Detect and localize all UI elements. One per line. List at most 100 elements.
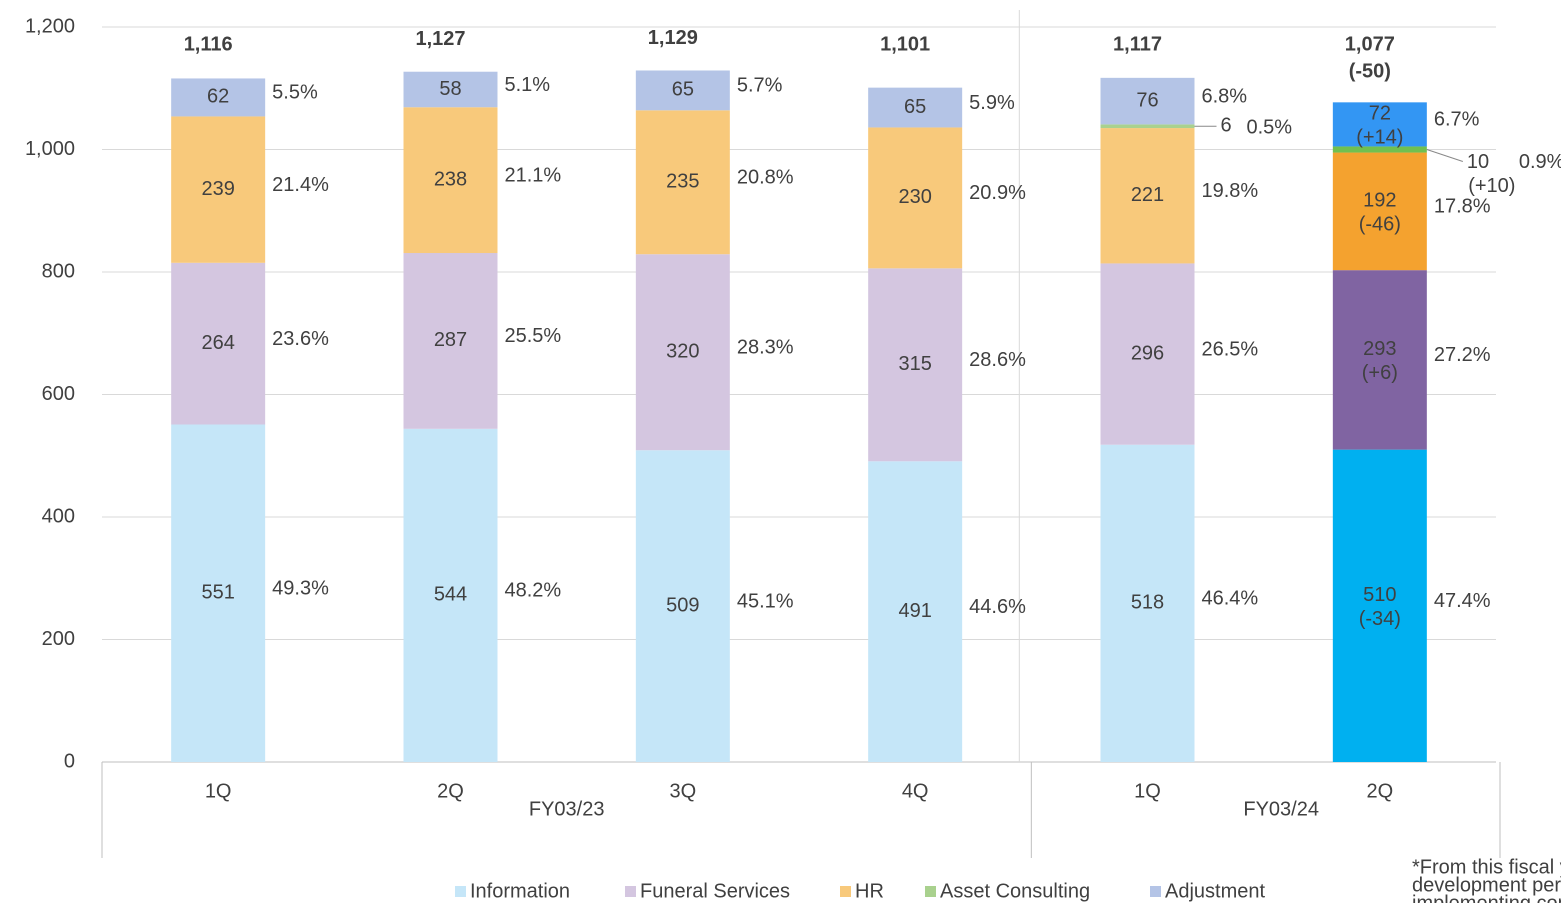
bar-segment [1332, 449, 1427, 762]
share-label: 19.8% [1202, 180, 1259, 202]
bar-segment [1100, 124, 1195, 129]
value-label: 509 [666, 594, 699, 616]
share-label: 5.1% [505, 74, 551, 96]
total-label: 1,077 [1345, 33, 1395, 55]
share-label: 5.5% [272, 82, 318, 104]
bar-segment [1332, 102, 1427, 147]
value-label: 264 [201, 332, 234, 354]
legend-label: Asset Consulting [940, 880, 1090, 902]
value-label: 296 [1131, 342, 1164, 364]
share-label: 26.5% [1202, 338, 1259, 360]
footnote: *From this fiscal year, [1412, 856, 1561, 878]
y-tick-label: 1,000 [25, 138, 75, 160]
leader-line [1426, 149, 1463, 162]
share-label: 5.9% [969, 92, 1015, 114]
legend-label: HR [855, 880, 884, 902]
share-label: 47.4% [1434, 590, 1491, 612]
y-tick-label: 1,200 [25, 15, 75, 37]
share-label: 25.5% [505, 325, 562, 347]
bar-segment [1332, 270, 1427, 450]
bar-segment [403, 428, 498, 762]
legend-label: Adjustment [1165, 880, 1265, 902]
bar-segment [868, 461, 963, 762]
share-label: 45.1% [737, 590, 794, 612]
bar-segment [403, 253, 498, 429]
bar-segment [635, 110, 730, 255]
y-tick-label: 200 [42, 628, 75, 650]
share-label: 27.2% [1434, 344, 1491, 366]
y-tick-label: 800 [42, 260, 75, 282]
value-label: 192 [1363, 190, 1396, 212]
value-label: 58 [439, 78, 461, 100]
value-label: 320 [666, 341, 699, 363]
share-label: 49.3% [272, 578, 329, 600]
value-label: 491 [898, 600, 931, 622]
value-label: 65 [672, 79, 694, 101]
footnote: implementing compan [1412, 892, 1561, 903]
bar-segment [868, 127, 963, 269]
total-label: 1,127 [415, 28, 465, 50]
change-label: (+10) [1468, 175, 1515, 197]
bar-segment [1100, 444, 1195, 762]
value-label: 221 [1131, 184, 1164, 206]
legend-label: Funeral Services [640, 880, 790, 902]
y-tick-label: 600 [42, 383, 75, 405]
bar-segment [635, 254, 730, 451]
total-label: 1,129 [648, 27, 698, 49]
legend-swatch [455, 886, 466, 897]
bar-segment [171, 262, 266, 425]
bar-segment [635, 70, 730, 111]
share-label: 6.7% [1434, 109, 1480, 131]
y-tick-label: 400 [42, 505, 75, 527]
value-label: 6 [1221, 115, 1232, 137]
bar-segment [868, 268, 963, 462]
bar-segment [1332, 152, 1427, 271]
value-label: 287 [434, 329, 467, 351]
share-label: 23.6% [272, 328, 329, 350]
y-tick-label: 0 [64, 750, 75, 772]
value-label: 239 [201, 178, 234, 200]
footnote: development personne [1412, 874, 1561, 896]
legend-swatch [840, 886, 851, 897]
bar-segment [171, 78, 266, 117]
total-change-label: (-50) [1349, 60, 1391, 82]
bar-segment [171, 424, 266, 762]
x-tick-label: 4Q [902, 780, 929, 802]
value-label: 76 [1136, 89, 1158, 111]
legend-swatch [925, 886, 936, 897]
change-label: (-46) [1359, 214, 1401, 236]
share-label: 28.6% [969, 349, 1026, 371]
share-label: 6.8% [1202, 85, 1248, 107]
value-label: 510 [1363, 584, 1396, 606]
share-label: 44.6% [969, 596, 1026, 618]
share-label: 20.9% [969, 182, 1026, 204]
value-label: 72 [1369, 103, 1391, 125]
x-tick-label: 2Q [1366, 780, 1393, 802]
bar-segment [1332, 146, 1427, 153]
value-label: 65 [904, 96, 926, 118]
share-label: 0.9% [1519, 151, 1561, 173]
x-tick-label: 3Q [669, 780, 696, 802]
total-label: 1,101 [880, 33, 930, 55]
value-label: 293 [1363, 338, 1396, 360]
share-label: 5.7% [737, 75, 783, 97]
share-label: 17.8% [1434, 196, 1491, 218]
value-label: 230 [898, 186, 931, 208]
change-label: (+6) [1362, 362, 1398, 384]
legend-label: Information [470, 880, 570, 902]
value-label: 518 [1131, 592, 1164, 614]
change-label: (-34) [1359, 608, 1401, 630]
share-label: 20.8% [737, 167, 794, 189]
change-label: (+14) [1356, 127, 1403, 149]
total-label: 1,116 [184, 33, 233, 55]
x-tick-label: 1Q [1134, 780, 1161, 802]
total-label: 1,117 [1113, 33, 1162, 55]
share-label: 48.2% [505, 580, 562, 602]
value-label: 10 [1467, 151, 1489, 173]
share-label: 21.1% [505, 164, 562, 186]
x-tick-label: 2Q [437, 780, 464, 802]
share-label: 28.3% [737, 337, 794, 359]
value-label: 544 [434, 584, 467, 606]
share-label: 21.4% [272, 174, 329, 196]
